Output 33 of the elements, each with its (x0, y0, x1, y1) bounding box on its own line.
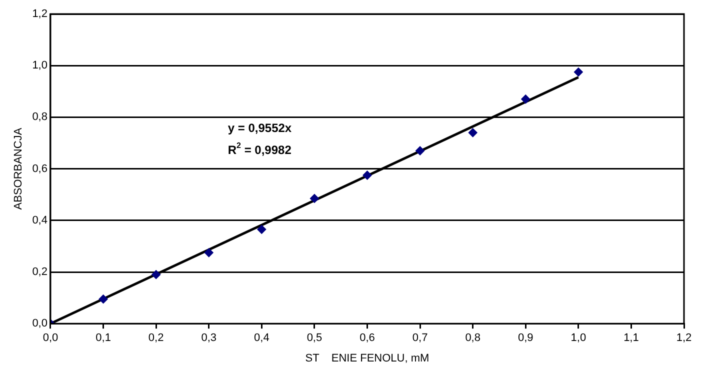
y-tick-label: 1,0 (32, 60, 48, 72)
point (468, 128, 478, 138)
point (310, 194, 319, 203)
x-tick-label: 1,2 (676, 332, 692, 344)
y-tick-label: 0,0 (32, 318, 48, 330)
y-tick-label: 0,4 (32, 214, 48, 226)
x-tick-label: 1,1 (624, 332, 639, 344)
x-tick-label: 0,4 (254, 332, 270, 344)
point (362, 170, 372, 180)
y-axis-title: ABSORBANCJA (12, 127, 25, 210)
point (574, 68, 583, 77)
x-tick-label: 0,8 (465, 332, 480, 344)
x-tick-label: 0,5 (306, 332, 322, 344)
x-tick-label: 0,6 (360, 332, 375, 344)
x-tick-label: 0,1 (96, 332, 111, 344)
y-tick-label: 1,2 (32, 8, 48, 20)
point (416, 146, 425, 156)
y-tick-label: 0,8 (32, 111, 48, 124)
annotation: y = 0,9552x (228, 120, 292, 135)
x-tick-label: 0,9 (518, 332, 534, 344)
point (257, 224, 266, 234)
x-tick-label: 0,2 (148, 332, 164, 344)
point (521, 94, 530, 104)
point (152, 270, 161, 280)
point (98, 294, 108, 304)
x-axis-title: ST ENIE FENOLU, mM (305, 352, 430, 364)
x-tick-label: 0,7 (412, 332, 428, 344)
y-tick-label: 0,2 (32, 266, 48, 278)
x-tick-label: 1,0 (570, 332, 586, 344)
point (204, 248, 214, 258)
y-tick-label: 0,6 (32, 162, 48, 175)
x-tick-label: 0,0 (42, 332, 58, 344)
x-tick-label: 0,3 (201, 332, 217, 344)
